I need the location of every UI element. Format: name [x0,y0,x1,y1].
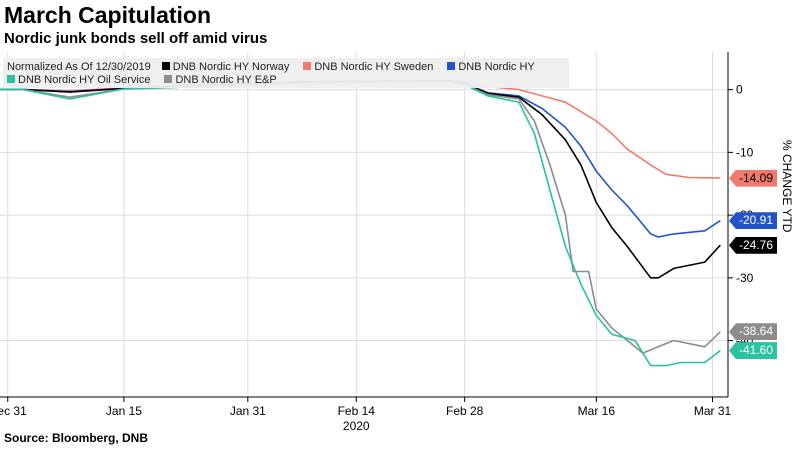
x-tick-label: Dec 31 [0,404,27,418]
end-value-tag: -41.60 [729,342,778,360]
legend-label: DNB Nordic HY [458,61,535,73]
x-tick-label: Feb 14 [338,404,376,418]
legend-row-1: Normalized As Of 12/30/2019 DNB Nordic H… [7,60,549,74]
x-tick-label: Feb 28 [446,404,484,418]
x-tick-label: Mar 31 [694,404,732,418]
legend-item: DNB Nordic HY E&P [164,73,277,87]
legend-swatch [7,75,15,83]
legend: Normalized As Of 12/30/2019 DNB Nordic H… [3,58,569,88]
chart-subtitle: Nordic junk bonds sell off amid virus [4,30,268,47]
series-line-dnb-nordic-hy [0,80,721,238]
x-tick-label: Jan 31 [230,404,266,418]
legend-row-2: DNB Nordic HY Oil Service DNB Nordic HY E… [7,73,291,87]
end-value-tag: -38.64 [729,323,778,341]
x-year-label: 2020 [343,419,370,433]
legend-item: DNB Nordic HY [447,60,535,74]
series-line-dnb-nordic-hy-e-p [0,80,721,354]
y-tick-label: -30 [736,271,754,285]
legend-item: DNB Nordic HY Oil Service [7,73,150,87]
series-line-dnb-nordic-hy-oil-service [0,80,721,367]
y-tick-label: -10 [736,145,754,159]
end-value-tag: -20.91 [729,212,778,230]
series-line-dnb-nordic-hy-norway [0,80,721,279]
end-value-tag: -24.76 [729,236,778,254]
legend-label: DNB Nordic HY Norway [172,61,290,73]
series-line-dnb-nordic-hy-sweden [0,80,721,179]
chart-title: March Capitulation [4,2,212,28]
legend-item: DNB Nordic HY Sweden [303,60,433,74]
legend-swatch [164,75,173,83]
end-value-tag: -14.09 [729,169,778,187]
legend-label: DNB Nordic HY E&P [175,74,277,86]
x-tick-label: Jan 15 [106,404,142,418]
x-tick-label: Mar 16 [578,404,616,418]
legend-normalized-note: Normalized As Of 12/30/2019 [7,61,151,73]
legend-label: DNB Nordic HY Sweden [314,61,434,73]
y-axis-label: % CHANGE YTD [780,140,794,233]
source-note: Source: Bloomberg, DNB [4,431,149,445]
legend-swatch [303,62,312,70]
legend-swatch [161,62,170,70]
grid-lines [0,52,728,397]
series-lines [0,80,721,367]
y-tick-label: 0 [736,83,743,97]
legend-swatch [447,62,456,70]
legend-item: DNB Nordic HY Norway [161,60,290,74]
legend-label: DNB Nordic HY Oil Service [18,74,151,86]
